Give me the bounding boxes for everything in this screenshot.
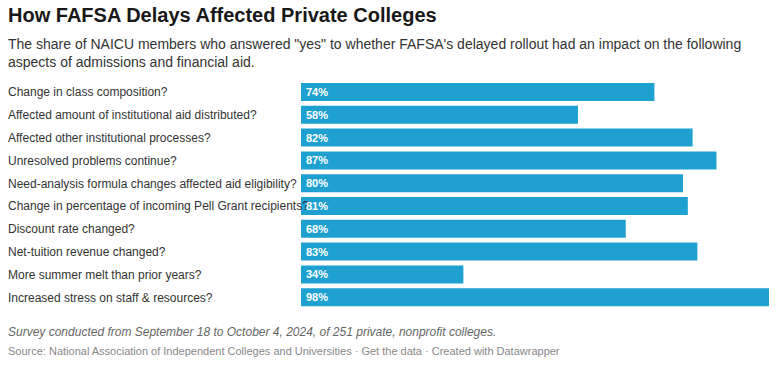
svg-text:Discount rate changed?: Discount rate changed? [8,222,135,236]
svg-text:Unresolved problems continue?: Unresolved problems continue? [8,154,177,168]
svg-text:83%: 83% [306,246,328,258]
svg-text:87%: 87% [306,154,328,166]
svg-text:34%: 34% [306,268,328,280]
svg-text:58%: 58% [306,109,328,121]
svg-text:80%: 80% [306,177,328,189]
svg-text:82%: 82% [306,132,328,144]
svg-text:Change in class composition?: Change in class composition? [8,85,168,99]
html-text:How FAFSA Delays Affected Priv: How FAFSA Delays Affected Private Colleg… [8,4,437,26]
svg-text:Net-tuition revenue changed?: Net-tuition revenue changed? [8,245,166,259]
svg-text:Affected other institutional p: Affected other institutional processes? [8,131,211,145]
svg-text:Need-analysis formula changes: Need-analysis formula changes affected a… [8,177,297,191]
svg-text:98%: 98% [306,291,328,303]
html-text:The share of NAICU members who: The share of NAICU members who answered … [8,36,742,70]
svg-text:Increased stress on staff & re: Increased stress on staff & resources? [8,291,213,305]
svg-text:Change in percentage of incomi: Change in percentage of incoming Pell Gr… [8,199,309,213]
svg-text:68%: 68% [306,223,328,235]
svg-text:74%: 74% [306,86,328,98]
svg-text:Affected amount of institution: Affected amount of institutional aid dis… [8,108,257,122]
svg-text:More summer melt than prior ye: More summer melt than prior years? [8,268,202,282]
svg-text:81%: 81% [306,200,328,212]
html-text:Source: National Association o: Source: National Association of Independ… [8,345,560,357]
html-text:Survey conducted from Septembe: Survey conducted from September 18 to Oc… [8,325,497,339]
